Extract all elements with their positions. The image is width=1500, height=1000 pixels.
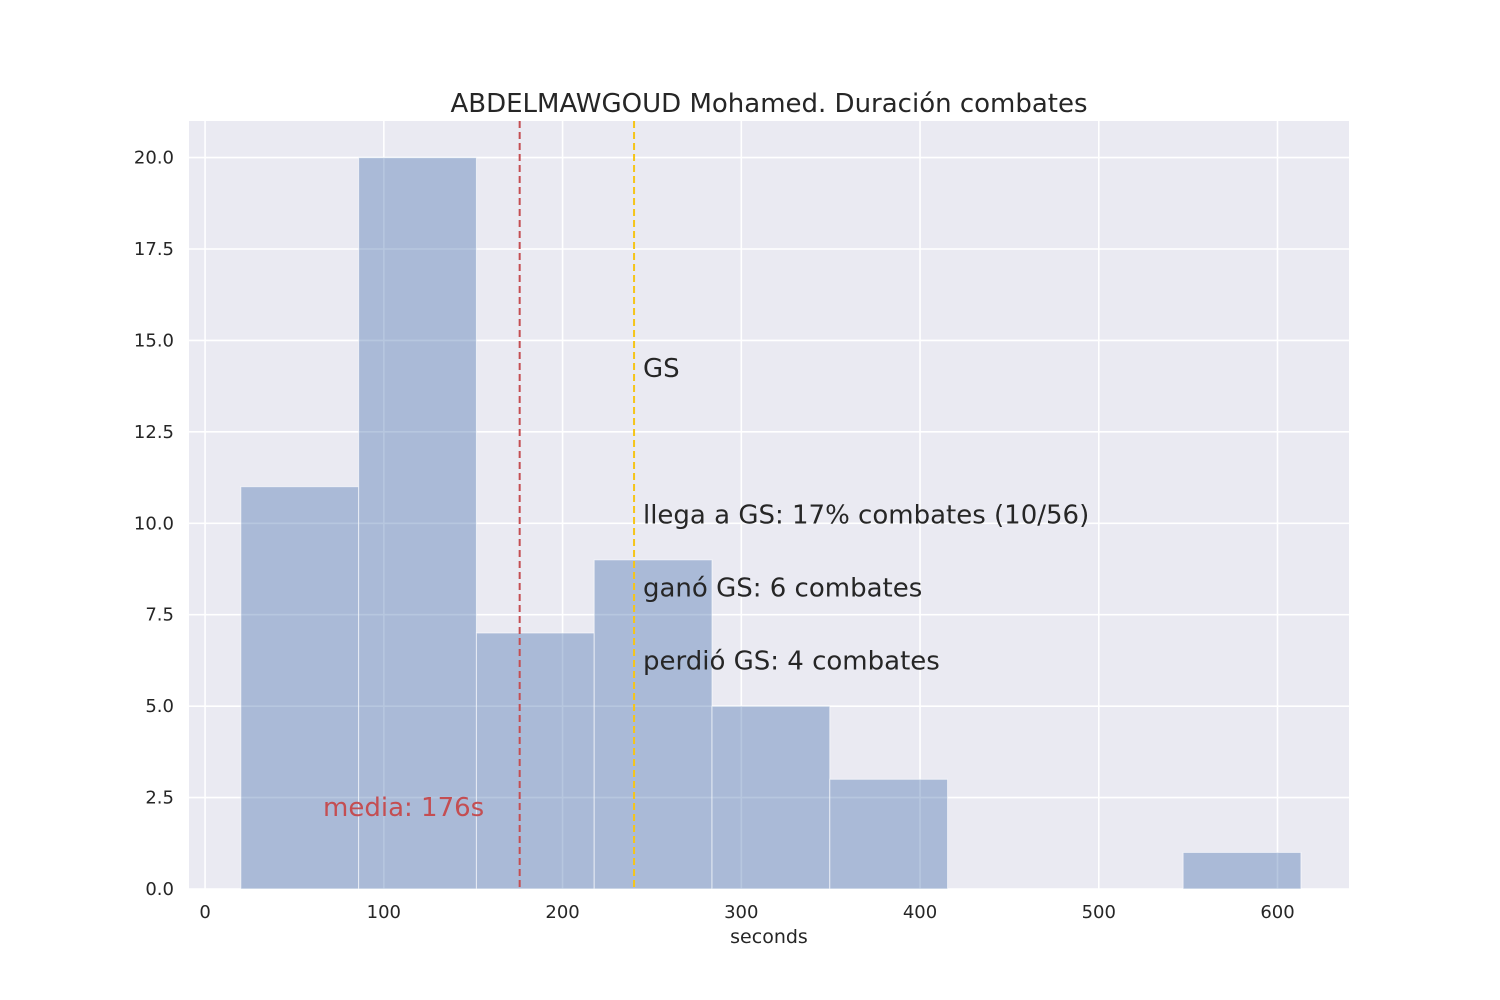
y-tick-label: 2.5 <box>145 788 174 809</box>
histogram-bar <box>1182 851 1302 890</box>
x-tick-label: 300 <box>724 902 758 923</box>
histogram-bar <box>829 778 949 890</box>
chart-title: ABDELMAWGOUD Mohamed. Duración combates <box>450 89 1087 119</box>
x-tick-label: 500 <box>1082 902 1116 923</box>
x-axis-ticks: 0 100 200 300 400 500 600 <box>199 902 1294 923</box>
x-axis-label: seconds <box>730 926 808 948</box>
y-tick-label: 5.0 <box>145 696 174 717</box>
reach-gs-annotation: llega a GS: 17% combates (10/56) <box>643 500 1089 530</box>
y-tick-label: 12.5 <box>134 422 174 443</box>
y-tick-label: 20.0 <box>134 148 174 169</box>
y-tick-label: 10.0 <box>134 513 174 534</box>
y-tick-label: 15.0 <box>134 330 174 351</box>
histogram-bar <box>475 632 595 890</box>
y-tick-label: 17.5 <box>134 239 174 260</box>
histogram-bar <box>358 157 477 890</box>
x-tick-label: 600 <box>1260 902 1294 923</box>
gs-label-annotation: GS <box>643 354 680 384</box>
annotations: GS llega a GS: 17% combates (10/56) ganó G… <box>323 354 1089 823</box>
bars <box>240 157 1302 890</box>
won-gs-annotation: ganó GS: 6 combates <box>643 573 922 603</box>
x-tick-label: 100 <box>367 902 401 923</box>
mean-label-annotation: media: 176s <box>323 793 484 823</box>
histogram-bar <box>711 705 831 890</box>
histogram-bar <box>240 486 360 890</box>
x-tick-label: 400 <box>903 902 937 923</box>
y-tick-label: 0.0 <box>145 879 174 900</box>
y-tick-label: 7.5 <box>145 605 174 626</box>
y-axis-ticks: 0.0 2.5 5.0 7.5 10.0 12.5 15.0 17.5 20.0 <box>134 148 174 900</box>
lost-gs-annotation: perdió GS: 4 combates <box>643 647 940 677</box>
histogram-bar <box>593 559 713 890</box>
reference-lines <box>518 121 636 889</box>
x-tick-label: 0 <box>199 902 210 923</box>
x-tick-label: 200 <box>545 902 579 923</box>
